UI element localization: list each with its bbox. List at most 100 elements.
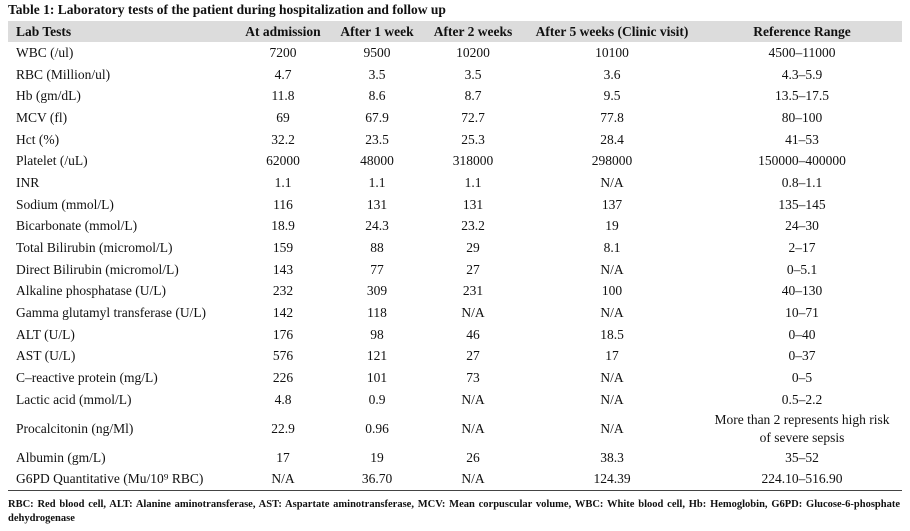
cell: 24–30 (785, 218, 819, 234)
header-cell: At admission (236, 21, 330, 42)
header-cell: After 5 weeks (Clinic visit) (522, 21, 702, 42)
cell: 0.96 (365, 420, 389, 436)
row-label: INR (16, 174, 40, 190)
cell: 26 (466, 449, 480, 465)
cell: 62000 (266, 153, 300, 169)
row-label: C–reactive protein (mg/L) (16, 370, 158, 386)
table-row: Gamma glutamyl transferase (U/L) 142 118 N/… (8, 302, 902, 324)
cell: N/A (461, 420, 485, 436)
table-row: Direct Bilirubin (micromol/L) 143 77 27 N/A 0… (8, 259, 902, 281)
cell: 231 (462, 283, 484, 299)
cell: N/A (236, 468, 330, 492)
cell: 116 (273, 196, 293, 212)
row-label: Sodium (mmol/L) (16, 196, 114, 212)
lab-table: Lab Tests At admission After 1 week After 2… (8, 21, 902, 492)
cell: N/A (600, 420, 624, 436)
row-label: Total Bilirubin (micromol/L) (16, 240, 173, 256)
cell: 100 (601, 283, 623, 299)
cell: 1.1 (274, 174, 292, 190)
cell: 135–145 (778, 196, 826, 212)
table-row: C–reactive protein (mg/L) 226 101 73 N/A 0–5 (8, 367, 902, 389)
cell: 3.6 (603, 66, 621, 82)
cell: 3.5 (368, 66, 386, 82)
cell: 298000 (591, 153, 633, 169)
row-label: Gamma glutamyl transferase (U/L) (16, 305, 207, 321)
row-label: Lactic acid (mmol/L) (16, 391, 132, 407)
table-row: Alkaline phosphatase (U/L) 232 309 231 100 40… (8, 281, 902, 303)
cell: 0–37 (788, 348, 816, 364)
cell: N/A (600, 261, 624, 277)
cell: 9500 (363, 44, 391, 60)
cell: N/A (600, 370, 624, 386)
table-row: AST (U/L) 576 121 27 17 0–37 (8, 346, 902, 368)
cell: 0.9 (368, 391, 386, 407)
cell: 22.9 (271, 420, 295, 436)
cell: 18.9 (271, 218, 295, 234)
cell: 36.70 (330, 468, 424, 492)
table-row: MCV (fl) 69 67.9 72.7 77.8 80–100 (8, 107, 902, 129)
table-row: G6PD Quantitative (Mu/10⁹ RBC) N/A 36.70 N/… (8, 468, 902, 492)
cell: 131 (462, 196, 484, 212)
header-cell: Lab Tests (8, 21, 236, 42)
cell: 3.5 (464, 66, 482, 82)
row-label: WBC (/ul) (16, 44, 74, 60)
table-row: Sodium (mmol/L) 116 131 131 137 135–145 (8, 194, 902, 216)
row-label: AST (U/L) (16, 348, 76, 364)
cell: 224.10–516.90 (702, 468, 902, 492)
table-title: Table 1: Laboratory tests of the patient… (8, 2, 446, 17)
cell: 121 (366, 348, 388, 364)
cell: N/A (424, 468, 522, 492)
cell: 10–71 (785, 305, 819, 321)
table-row: Platelet (/uL) 62000 48000 318000 298000 1500… (8, 150, 902, 172)
cell: 35–52 (785, 449, 819, 465)
cell: 10100 (595, 44, 629, 60)
header-cell: After 2 weeks (424, 21, 522, 42)
cell: 9.5 (603, 88, 621, 104)
table-row: Hct (%) 32.2 23.5 25.3 28.4 41–53 (8, 129, 902, 151)
cell: N/A (600, 174, 624, 190)
cell: 8.6 (368, 88, 386, 104)
cell: 318000 (452, 153, 494, 169)
cell: 8.7 (464, 88, 482, 104)
cell: 13.5–17.5 (775, 88, 829, 104)
row-label: Hct (%) (16, 131, 60, 147)
cell: N/A (600, 391, 624, 407)
cell: 23.5 (365, 131, 389, 147)
row-label: Procalcitonin (ng/Ml) (16, 420, 134, 436)
cell: 8.1 (603, 240, 621, 256)
cell: N/A (461, 305, 485, 321)
cell: 41–53 (785, 131, 819, 147)
header-cell: After 1 week (330, 21, 424, 42)
table-row: Hb (gm/dL) 11.8 8.6 8.7 9.5 13.5–17.5 (8, 85, 902, 107)
row-label: Albumin (gm/L) (16, 449, 106, 465)
cell: 77 (370, 261, 384, 277)
cell: 232 (272, 283, 294, 299)
cell: 17 (605, 348, 619, 364)
cell: More than 2 represents high risk of seve… (714, 411, 890, 445)
table-row: Lactic acid (mmol/L) 4.8 0.9 N/A N/A 0.5–2.2 (8, 389, 902, 411)
row-label: Direct Bilirubin (micromol/L) (16, 261, 179, 277)
cell: 18.5 (600, 326, 624, 342)
cell: 38.3 (600, 449, 624, 465)
cell: 159 (272, 240, 294, 256)
cell: 29 (466, 240, 480, 256)
cell: 67.9 (365, 109, 389, 125)
row-label: Hb (gm/dL) (16, 88, 81, 104)
cell: N/A (461, 391, 485, 407)
cell: 4.7 (274, 66, 292, 82)
row-label: Bicarbonate (mmol/L) (16, 218, 138, 234)
cell: 309 (366, 283, 388, 299)
table-row: Total Bilirubin (micromol/L) 159 88 29 8.1 2–… (8, 237, 902, 259)
cell: 2–17 (788, 240, 816, 256)
cell: 142 (272, 305, 294, 321)
cell: 72.7 (461, 109, 485, 125)
cell: 98 (370, 326, 384, 342)
table-row: ALT (U/L) 176 98 46 18.5 0–40 (8, 324, 902, 346)
cell: 10200 (456, 44, 490, 60)
cell: 48000 (360, 153, 394, 169)
row-label: G6PD Quantitative (Mu/10⁹ RBC) (8, 468, 236, 492)
cell: 226 (272, 370, 294, 386)
cell: 131 (366, 196, 388, 212)
cell: 17 (276, 449, 290, 465)
